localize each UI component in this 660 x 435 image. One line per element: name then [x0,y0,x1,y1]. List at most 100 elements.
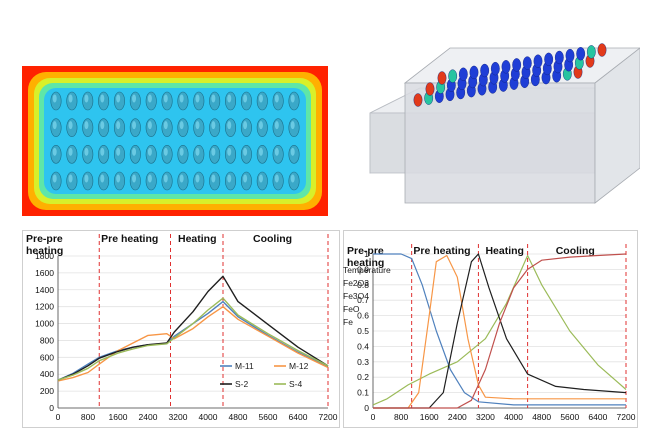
x-tick-label: 800 [394,412,408,422]
series-line-fe2o3 [373,253,626,406]
phase-label: Cooling [556,245,595,257]
pellet-highlight [274,147,279,156]
y-tick-label: 1000 [35,319,54,329]
y-tick-label: 0.9 [357,264,369,274]
contour-svg [22,66,328,216]
phase-label: Pre heating [413,245,470,257]
phase-label: Heating [178,233,217,245]
pellet-highlight [179,174,184,183]
pellet-highlight [52,174,57,183]
pellet-highlight [84,174,89,183]
y-tick-label: 0.1 [357,388,369,398]
temperature-chart: 0 200 400 600 800 1000 1200 1400 1600 1800 0 800 160… [22,230,340,428]
pellet-highlight [211,147,216,156]
model-svg [369,43,642,204]
model-pellet [522,56,532,70]
pellet-highlight [258,94,263,103]
x-tick-label: 6400 [588,412,607,422]
y-tick-label: 0 [49,403,54,413]
y-tick-label: 1600 [35,268,54,278]
pellet-highlight [258,121,263,130]
model-pellet [533,54,543,68]
model-pellet [480,63,490,78]
model-pellet [425,82,435,96]
phase-label: Pre-pre [347,245,384,257]
pellet-highlight [163,121,168,130]
pellet-highlight [243,147,248,156]
x-tick-label: 2400 [139,412,158,422]
pellet-highlight [211,121,216,130]
y-tick-label: 1800 [35,251,54,261]
pellet-highlight [258,147,263,156]
model-pellet [576,47,586,61]
x-tick-label: 3200 [476,412,495,422]
box-front-face [404,82,596,204]
pellet-highlight [163,174,168,183]
pellet-highlight [195,121,200,130]
model-pellet [448,69,458,83]
x-tick-label: 3200 [169,412,188,422]
phase-label: Pre-pre [26,233,63,245]
y-tick-label: 0.6 [357,311,369,321]
pellet-highlight [163,94,168,103]
phase-label-line2: heating [26,245,63,257]
pellet-highlight [132,147,137,156]
y-tick-label: 800 [40,335,54,345]
series-line-fe [373,253,627,409]
phase-label: Pre heating [101,233,158,245]
x-tick-label: 4800 [532,412,551,422]
legend-entry: S-2 [235,379,249,389]
model-pellet [490,61,500,76]
y-tick-label: 1 [364,249,369,259]
pellet-highlight [132,94,137,103]
y-tick-label: 0.8 [357,280,369,290]
pellet-highlight [84,94,89,103]
model-pellet [586,45,596,59]
legend-entry: Fe2O3 [343,278,369,288]
pellet-highlight [227,121,232,130]
pellet-highlight [243,121,248,130]
x-tick-label: 0 [56,412,61,422]
x-tick-label: 1600 [420,412,439,422]
x-tick-label: 4000 [199,412,218,422]
y-tick-label: 200 [40,386,54,396]
phase-fraction-chart: 0 0.1 0.2 0.3 0.4 0.5 0.6 0.7 0.8 0.9 1 0 800 1600 240… [343,230,638,428]
x-tick-label: 7200 [617,412,636,422]
x-tick-label: 4000 [504,412,523,422]
model-pellet [544,52,554,67]
pellet-highlight [116,94,121,103]
pellet-highlight [68,147,73,156]
legend-entry: S-4 [289,379,303,389]
pellet-highlight [100,147,105,156]
pellet-highlight [179,94,184,103]
phase-label-line2: heating [347,257,384,269]
y-tick-label: 1400 [35,285,54,295]
pellet-highlight [179,147,184,156]
pellet-highlight [227,174,232,183]
model-pellet [554,50,564,65]
pellet-highlight [132,174,137,183]
pellet-highlight [68,94,73,103]
phase-label: Heating [485,245,524,257]
model-pellet-grid [413,43,607,107]
pellet-highlight [68,121,73,130]
model-pellet [597,43,607,57]
y-tick-label: 1200 [35,302,54,312]
legend-entry: M-11 [235,361,254,371]
x-tick-label: 0 [371,412,376,422]
y-tick-label: 0.5 [357,326,369,336]
x-tick-label: 6400 [289,412,308,422]
pellet-highlight [211,174,216,183]
pellet-highlight [116,147,121,156]
pellet-highlight [290,147,295,156]
x-tick-label: 2400 [448,412,467,422]
pellet-highlight [116,174,121,183]
pellet-highlight [132,121,137,130]
model-pellet [565,48,575,63]
chart-border [22,230,340,428]
pellet-highlight [274,174,279,183]
x-tick-label: 4800 [229,412,248,422]
legend-entry: Fe3O4 [343,291,369,301]
pellet-highlight [116,121,121,130]
y-tick-label: 0.7 [357,295,369,305]
